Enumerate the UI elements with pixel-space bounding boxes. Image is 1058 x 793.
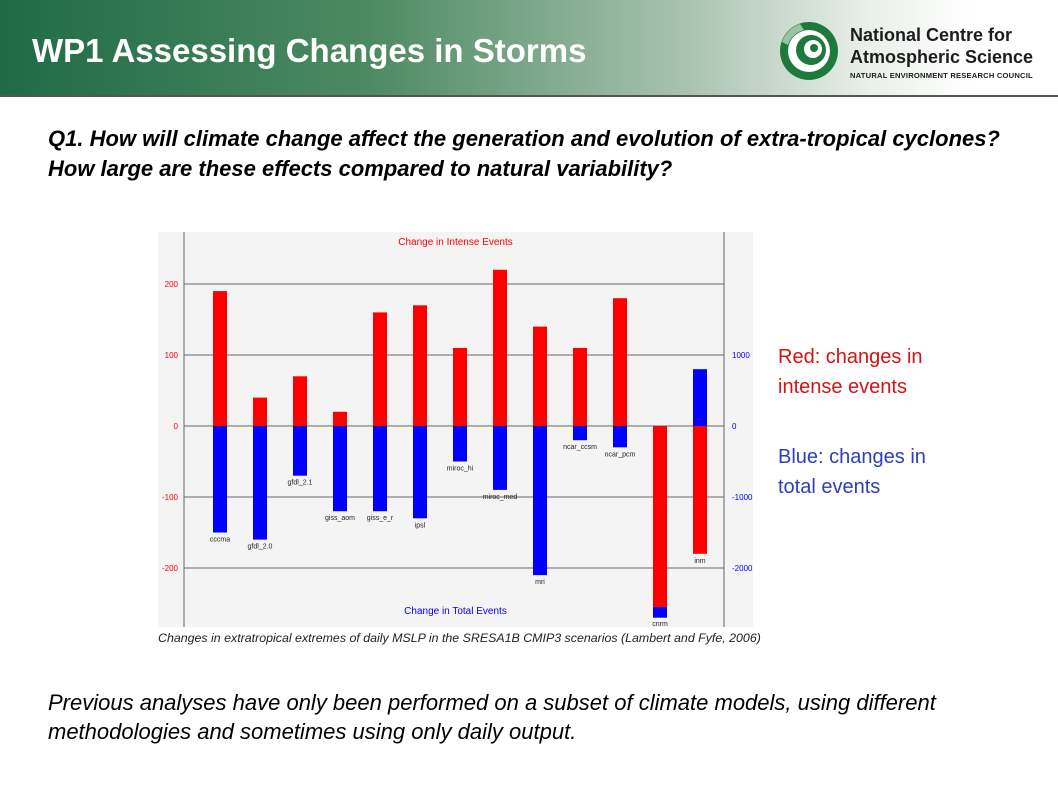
right-tick-label: 1000: [732, 351, 750, 360]
bar-intense-events: [693, 426, 707, 554]
bar-intense-events: [293, 376, 307, 426]
slide-title: WP1 Assessing Changes in Storms: [32, 32, 587, 69]
category-label: giss_aom: [325, 515, 355, 522]
bar-intense-events: [653, 426, 667, 608]
bar-intense-events: [533, 326, 547, 426]
bar-total-events: [333, 426, 347, 512]
summary-note: Previous analyses have only been perform…: [48, 690, 936, 744]
chart-title: Change in Intense Events: [398, 237, 513, 248]
bar-intense-events: [253, 397, 267, 426]
bar-intense-events: [453, 347, 467, 426]
bar-intense-events: [613, 298, 627, 426]
bar-total-events: [253, 426, 267, 540]
ncas-swirl-icon: [780, 22, 838, 80]
bar-total-events: [213, 426, 227, 533]
bar-intense-events: [493, 269, 507, 426]
research-question: Q1. How will climate change affect the g…: [48, 126, 1000, 181]
bar-total-events: [373, 426, 387, 512]
bar-total-events: [693, 369, 707, 426]
category-label: ipsl: [415, 522, 426, 529]
figure-caption: Changes in extratropical extremes of dai…: [158, 631, 761, 645]
right-tick-label: -2000: [732, 564, 753, 573]
category-label: giss_e_r: [367, 515, 394, 522]
left-tick-label: -200: [162, 564, 179, 573]
category-label: inm: [694, 558, 705, 565]
category-label: miroc_med: [483, 494, 518, 501]
category-label: gfdl_2.0: [248, 544, 273, 551]
bar-intense-events: [573, 347, 587, 426]
chart-xlabel: Change in Total Events: [404, 606, 507, 617]
left-tick-label: 100: [165, 351, 179, 360]
legend-blue: Blue: changes in total events: [778, 446, 926, 498]
right-tick-label: -1000: [732, 493, 753, 502]
left-tick-label: 0: [174, 422, 179, 431]
bar-total-events: [573, 426, 587, 441]
category-label: cnrm: [652, 621, 668, 627]
header-bar: [0, 0, 1058, 95]
category-label: mri: [535, 579, 545, 586]
ncas-logo: National Centre for Atmospheric Science …: [778, 20, 1053, 82]
category-label: ncar_pcm: [605, 451, 636, 458]
bar-intense-events: [333, 411, 347, 426]
category-label: cccma: [210, 537, 230, 544]
logo-line-3: NATURAL ENVIRONMENT RESEARCH COUNCIL: [850, 71, 1033, 80]
right-tick-label: 0: [732, 422, 737, 431]
category-label: miroc_hi: [447, 466, 474, 473]
left-tick-label: 200: [165, 280, 179, 289]
header-divider: [0, 95, 1058, 97]
bar-intense-events: [413, 305, 427, 426]
bar-total-events: [413, 426, 427, 519]
bar-intense-events: [213, 291, 227, 426]
bar-total-events: [293, 426, 307, 476]
bar-total-events: [613, 426, 627, 448]
logo-line-1: National Centre for: [850, 25, 1013, 45]
bar-total-events: [453, 426, 467, 462]
bar-total-events: [533, 426, 547, 576]
category-label: ncar_ccsm: [563, 444, 597, 451]
logo-line-2: Atmospheric Science: [850, 47, 1034, 67]
bar-total-events: [493, 426, 507, 490]
category-label: gfdl_2.1: [288, 480, 313, 487]
legend-red: Red: changes in intense events: [778, 346, 923, 398]
bar-intense-events: [373, 312, 387, 426]
left-tick-label: -100: [162, 493, 179, 502]
